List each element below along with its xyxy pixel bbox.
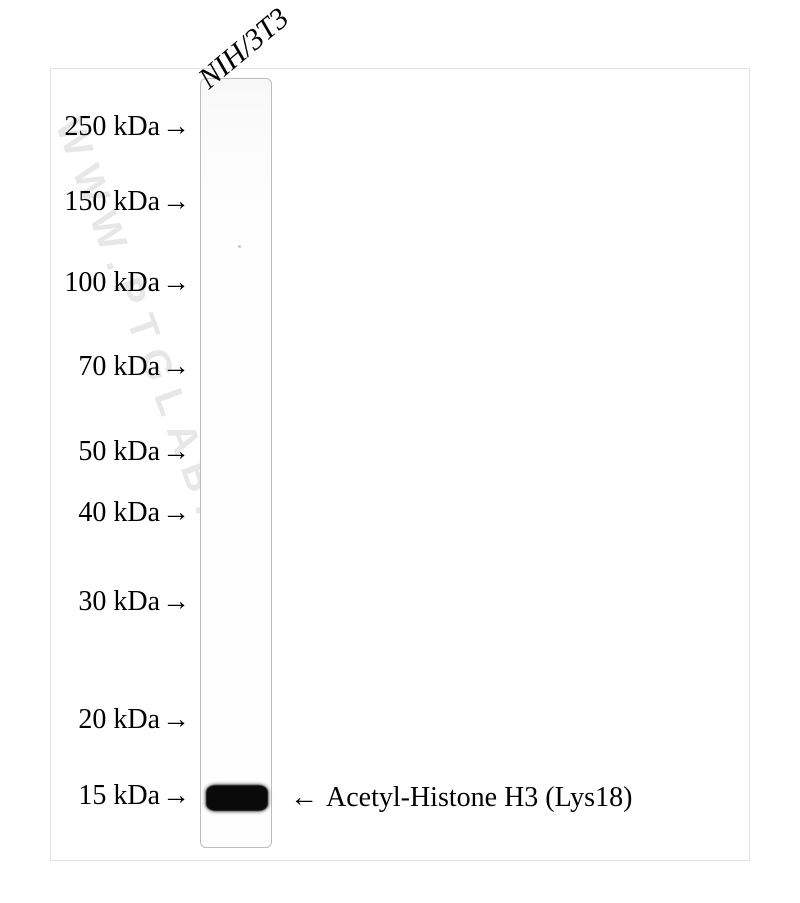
arrow-right-icon: → (162, 588, 190, 616)
arrow-right-icon: → (162, 353, 190, 381)
mw-marker-label: 20 kDa (78, 704, 160, 735)
arrow-right-icon: → (162, 113, 190, 141)
blot-lane (200, 78, 272, 848)
mw-marker: 30 kDa→ (0, 588, 190, 616)
mw-marker-label: 30 kDa (78, 586, 160, 617)
mw-marker: 50 kDa→ (0, 438, 190, 466)
arrow-right-icon: → (162, 782, 190, 810)
mw-marker-label: 15 kDa (78, 780, 160, 811)
protein-band (206, 785, 268, 811)
mw-marker-label: 250 kDa (64, 111, 160, 142)
band-annotation: ← Acetyl-Histone H3 (Lys18) (290, 782, 632, 814)
arrow-right-icon: → (162, 499, 190, 527)
mw-marker-label: 40 kDa (78, 497, 160, 528)
mw-marker-label: 100 kDa (64, 267, 160, 298)
mw-marker: 250 kDa→ (0, 113, 190, 141)
lane-haze (201, 79, 271, 229)
mw-marker-label: 50 kDa (78, 436, 160, 467)
mw-marker-label: 150 kDa (64, 186, 160, 217)
arrow-right-icon: → (162, 706, 190, 734)
mw-marker-label: 70 kDa (78, 351, 160, 382)
mw-marker: 150 kDa→ (0, 188, 190, 216)
arrow-right-icon: → (162, 438, 190, 466)
lane-speck (238, 245, 241, 248)
mw-marker: 100 kDa→ (0, 269, 190, 297)
arrow-left-icon: ← (290, 782, 318, 813)
mw-marker: 40 kDa→ (0, 499, 190, 527)
mw-marker: 70 kDa→ (0, 353, 190, 381)
arrow-right-icon: → (162, 269, 190, 297)
band-annotation-label: Acetyl-Histone H3 (Lys18) (326, 782, 632, 813)
arrow-right-icon: → (162, 188, 190, 216)
mw-marker: 15 kDa→ (0, 782, 190, 810)
figure-stage: WWW.PTGLAB.COM 250 kDa→150 kDa→100 kDa→7… (0, 0, 800, 903)
mw-marker: 20 kDa→ (0, 706, 190, 734)
